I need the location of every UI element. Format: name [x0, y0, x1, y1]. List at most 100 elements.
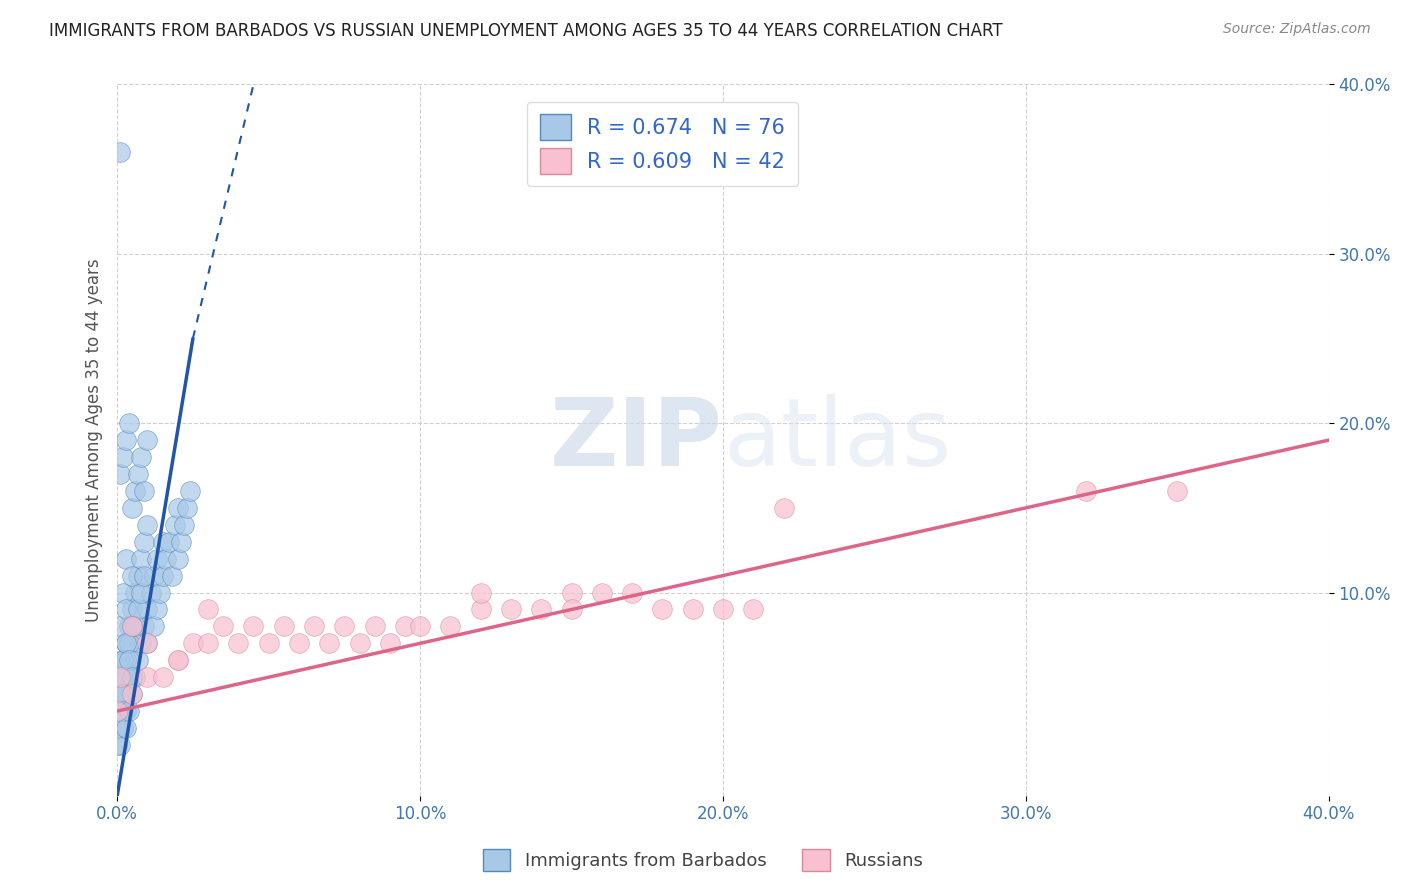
Point [112, 585, 135, 599]
Point [530, 602, 553, 616]
Point [131, 636, 153, 650]
Point [378, 636, 401, 650]
Point [682, 602, 704, 616]
Point [136, 433, 159, 447]
Point [257, 636, 280, 650]
Point [181, 636, 204, 650]
Point [651, 602, 673, 616]
Point [173, 517, 195, 532]
Text: Source: ZipAtlas.com: Source: ZipAtlas.com [1223, 22, 1371, 37]
Legend: Immigrants from Barbados, Russians: Immigrants from Barbados, Russians [475, 842, 931, 879]
Point [121, 687, 143, 701]
Point [121, 568, 143, 582]
Point [112, 653, 135, 667]
Point [560, 585, 582, 599]
Point [170, 534, 193, 549]
Point [112, 721, 135, 735]
Text: atlas: atlas [723, 394, 952, 486]
Point [121, 619, 143, 633]
Point [134, 483, 156, 498]
Point [124, 670, 146, 684]
Point [105, 738, 128, 752]
Point [131, 585, 153, 599]
Point [145, 551, 167, 566]
Point [112, 653, 135, 667]
Point [273, 619, 295, 633]
Point [127, 653, 149, 667]
Point [118, 653, 141, 667]
Point [157, 534, 180, 549]
Point [127, 568, 149, 582]
Point [134, 568, 156, 582]
Point [131, 450, 153, 464]
Point [499, 602, 522, 616]
Point [152, 568, 174, 582]
Point [149, 585, 172, 599]
Point [134, 619, 156, 633]
Point [121, 687, 143, 701]
Point [110, 704, 132, 718]
Point [166, 551, 188, 566]
Point [110, 687, 132, 701]
Point [121, 500, 143, 515]
Legend: R = 0.674   N = 76, R = 0.609   N = 42: R = 0.674 N = 76, R = 0.609 N = 42 [527, 102, 797, 186]
Point [124, 619, 146, 633]
Point [121, 619, 143, 633]
Point [560, 602, 582, 616]
Point [115, 636, 138, 650]
Point [197, 636, 219, 650]
Point [139, 585, 162, 599]
Point [110, 670, 132, 684]
Text: IMMIGRANTS FROM BARBADOS VS RUSSIAN UNEMPLOYMENT AMONG AGES 35 TO 44 YEARS CORRE: IMMIGRANTS FROM BARBADOS VS RUSSIAN UNEM… [49, 22, 1002, 40]
Point [131, 551, 153, 566]
Point [115, 704, 138, 718]
Point [136, 636, 159, 650]
Point [1076, 483, 1098, 498]
Point [115, 636, 138, 650]
Point [118, 619, 141, 633]
Point [105, 704, 128, 718]
Point [112, 704, 135, 718]
Point [166, 500, 188, 515]
Point [145, 602, 167, 616]
Point [152, 534, 174, 549]
Point [136, 636, 159, 650]
Point [115, 602, 138, 616]
Point [118, 704, 141, 718]
Point [318, 636, 340, 650]
Point [115, 721, 138, 735]
Point [288, 636, 311, 650]
Point [363, 619, 385, 633]
Point [1166, 483, 1188, 498]
Point [136, 517, 159, 532]
Point [105, 721, 128, 735]
Point [118, 416, 141, 430]
Point [349, 636, 371, 650]
Point [302, 619, 325, 633]
Point [197, 602, 219, 616]
Point [115, 670, 138, 684]
Point [176, 500, 198, 515]
Point [110, 670, 132, 684]
Point [124, 585, 146, 599]
Point [166, 653, 188, 667]
Point [112, 687, 135, 701]
Point [394, 619, 416, 633]
Point [136, 670, 159, 684]
Point [152, 670, 174, 684]
Point [118, 670, 141, 684]
Point [110, 738, 132, 752]
Point [115, 551, 138, 566]
Point [142, 619, 165, 633]
Point [160, 568, 183, 582]
Point [409, 619, 432, 633]
Point [127, 467, 149, 481]
Point [621, 585, 644, 599]
Point [115, 653, 138, 667]
Point [212, 619, 235, 633]
Point [711, 602, 734, 616]
Point [470, 602, 492, 616]
Point [166, 653, 188, 667]
Point [742, 602, 765, 616]
Point [121, 670, 143, 684]
